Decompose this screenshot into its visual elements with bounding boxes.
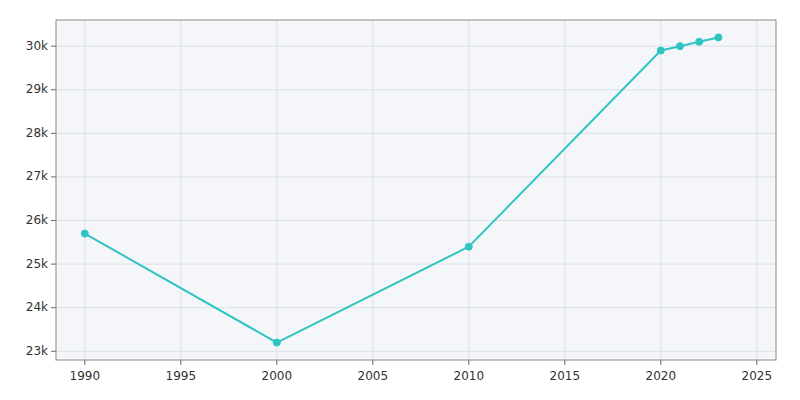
y-tick (51, 264, 56, 265)
x-tick (372, 360, 373, 365)
y-tick-label: 28k (26, 126, 48, 140)
y-grid-line (56, 307, 776, 308)
y-grid-line (56, 46, 776, 47)
plot-background (56, 20, 776, 360)
x-grid-line (84, 20, 85, 360)
x-tick-label: 2000 (262, 369, 293, 383)
x-grid-line (372, 20, 373, 360)
x-grid-line (660, 20, 661, 360)
point (273, 339, 280, 346)
point (715, 34, 722, 41)
x-tick (564, 360, 565, 365)
y-grid-line (56, 89, 776, 90)
x-grid-line (276, 20, 277, 360)
y-tick (51, 351, 56, 352)
x-tick-label: 2015 (550, 369, 581, 383)
x-tick-label: 2020 (646, 369, 677, 383)
point (465, 243, 472, 250)
point (657, 47, 664, 54)
x-grid-line (564, 20, 565, 360)
y-tick (51, 89, 56, 90)
x-grid-line (756, 20, 757, 360)
x-tick (180, 360, 181, 365)
y-tick-label: 23k (26, 344, 48, 358)
y-tick (51, 46, 56, 47)
grid (56, 20, 776, 360)
y-grid-line (56, 351, 776, 352)
point (677, 43, 684, 50)
x-tick-label: 1995 (166, 369, 197, 383)
data-layer (81, 34, 722, 346)
y-grid-line (56, 220, 776, 221)
y-tick-label: 24k (26, 300, 48, 314)
x-tick (660, 360, 661, 365)
x-tick-label: 2025 (742, 369, 773, 383)
x-tick (756, 360, 757, 365)
y-tick-label: 26k (26, 213, 48, 227)
x-tick (468, 360, 469, 365)
y-tick-label: 27k (26, 169, 48, 183)
y-grid-line (56, 264, 776, 265)
y-tick (51, 176, 56, 177)
y-tick (51, 220, 56, 221)
axes: 23k 24k 25k 26k 27k 28k 29k 30k 1990 1995 2000 2005… (26, 20, 776, 383)
chart-container: 23k 24k 25k 26k 27k 28k 29k 30k 1990 1995 2000 2005… (0, 0, 800, 400)
x-tick (276, 360, 277, 365)
y-grid-line (56, 133, 776, 134)
point (81, 230, 88, 237)
y-tick-label: 29k (26, 82, 48, 96)
x-tick-label: 2010 (454, 369, 485, 383)
x-grid-line (180, 20, 181, 360)
x-tick-label: 2005 (358, 369, 389, 383)
chart-svg: 23k 24k 25k 26k 27k 28k 29k 30k 1990 1995 2000 2005… (0, 0, 800, 400)
y-tick (51, 133, 56, 134)
line (85, 37, 719, 342)
y-tick-label: 30k (26, 39, 48, 53)
y-tick-label: 25k (26, 257, 48, 271)
point (696, 38, 703, 45)
x-tick-label: 1990 (70, 369, 101, 383)
x-tick (84, 360, 85, 365)
x-grid-line (468, 20, 469, 360)
y-tick (51, 307, 56, 308)
y-grid-line (56, 176, 776, 177)
plot-frame (56, 20, 776, 360)
